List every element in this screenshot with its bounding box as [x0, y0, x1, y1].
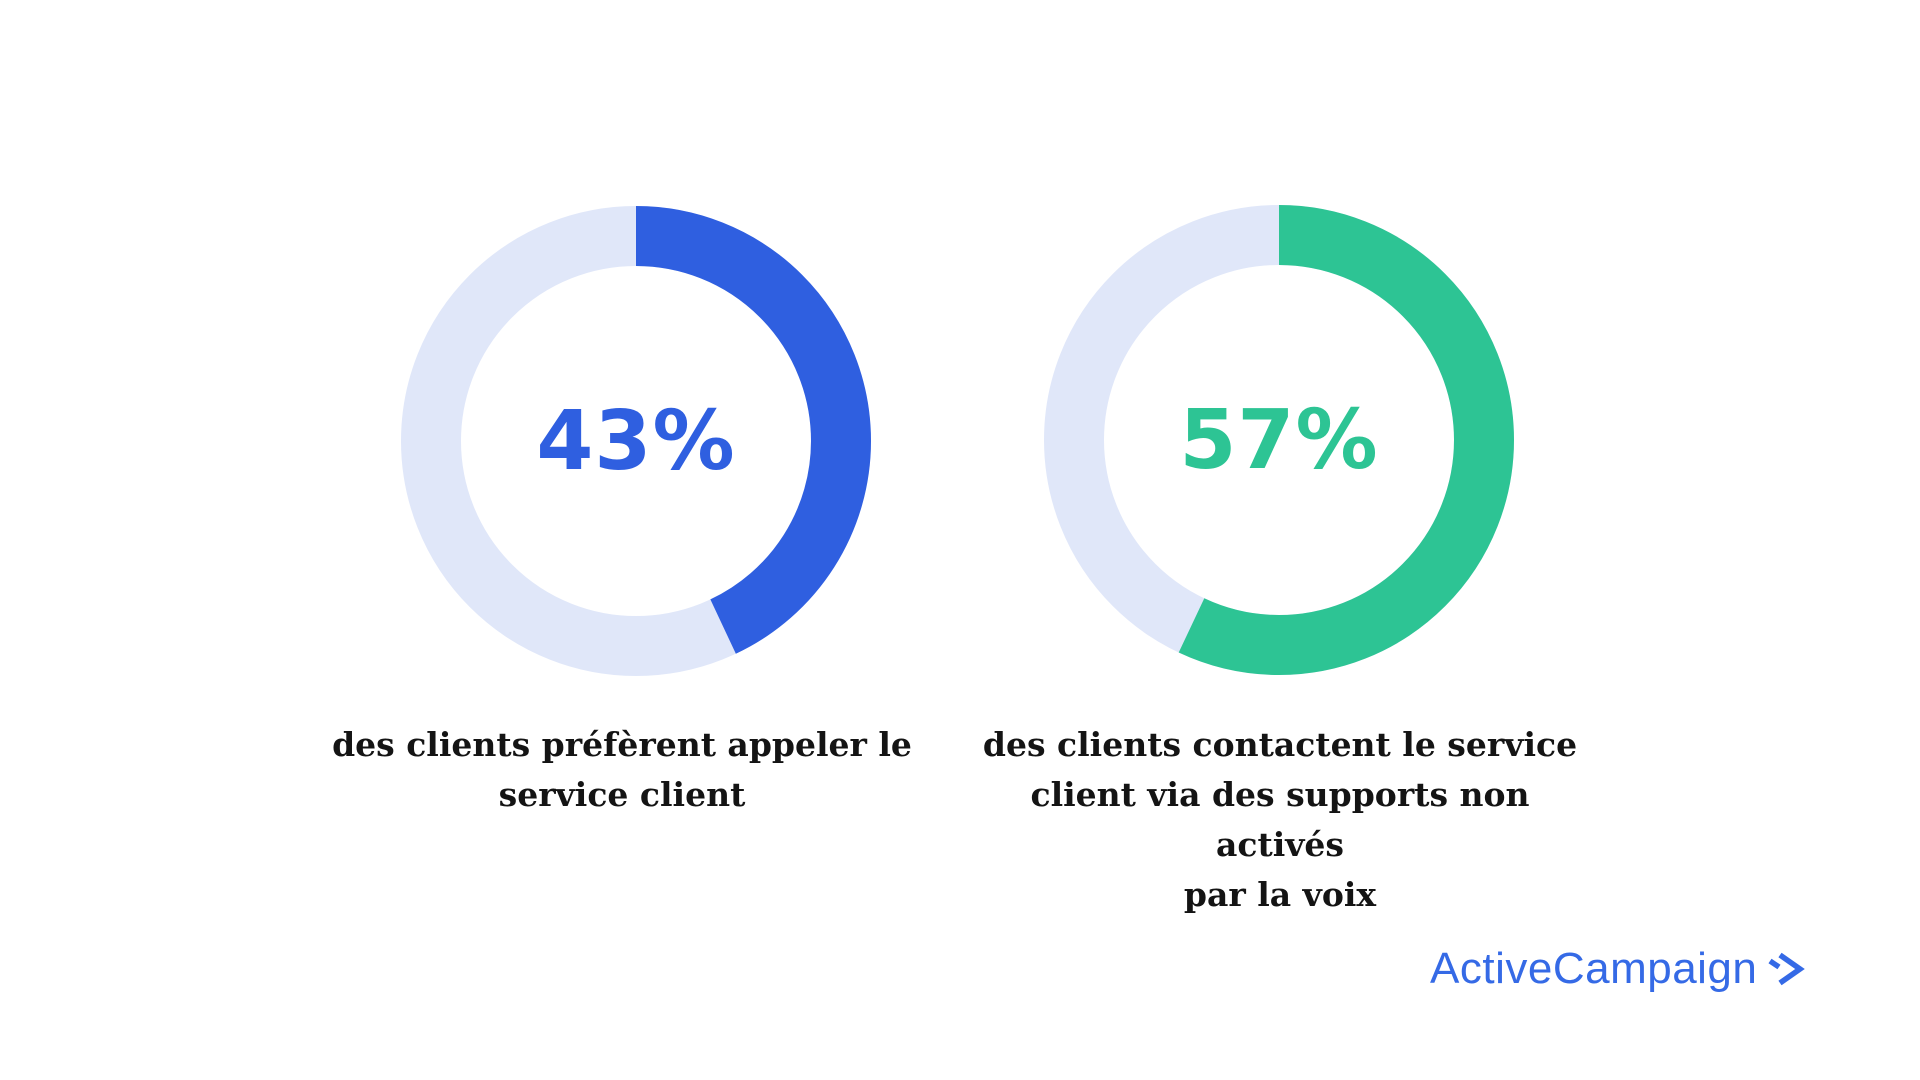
- donut-value-arc: [1044, 205, 1514, 675]
- donut-center-value: 43%: [536, 393, 736, 489]
- activecampaign-chevron-icon: [1768, 952, 1806, 986]
- chart-caption-right: des clients contactent le service client…: [982, 725, 1578, 914]
- donut-center-value: 57%: [1179, 392, 1379, 488]
- donut-chart-call-preference: 43%: [401, 206, 871, 676]
- donut-ring: [1044, 205, 1514, 675]
- activecampaign-logo-text: ActiveCampaign: [1430, 944, 1758, 993]
- donut-ring: [401, 206, 871, 676]
- donut-value-arc: [401, 206, 871, 676]
- chart-caption-left: des clients préfèrent appeler le service…: [332, 725, 912, 814]
- donut-chart-nonvoice-contact: 57%: [1044, 205, 1514, 675]
- activecampaign-logo: ActiveCampaign: [1430, 944, 1807, 994]
